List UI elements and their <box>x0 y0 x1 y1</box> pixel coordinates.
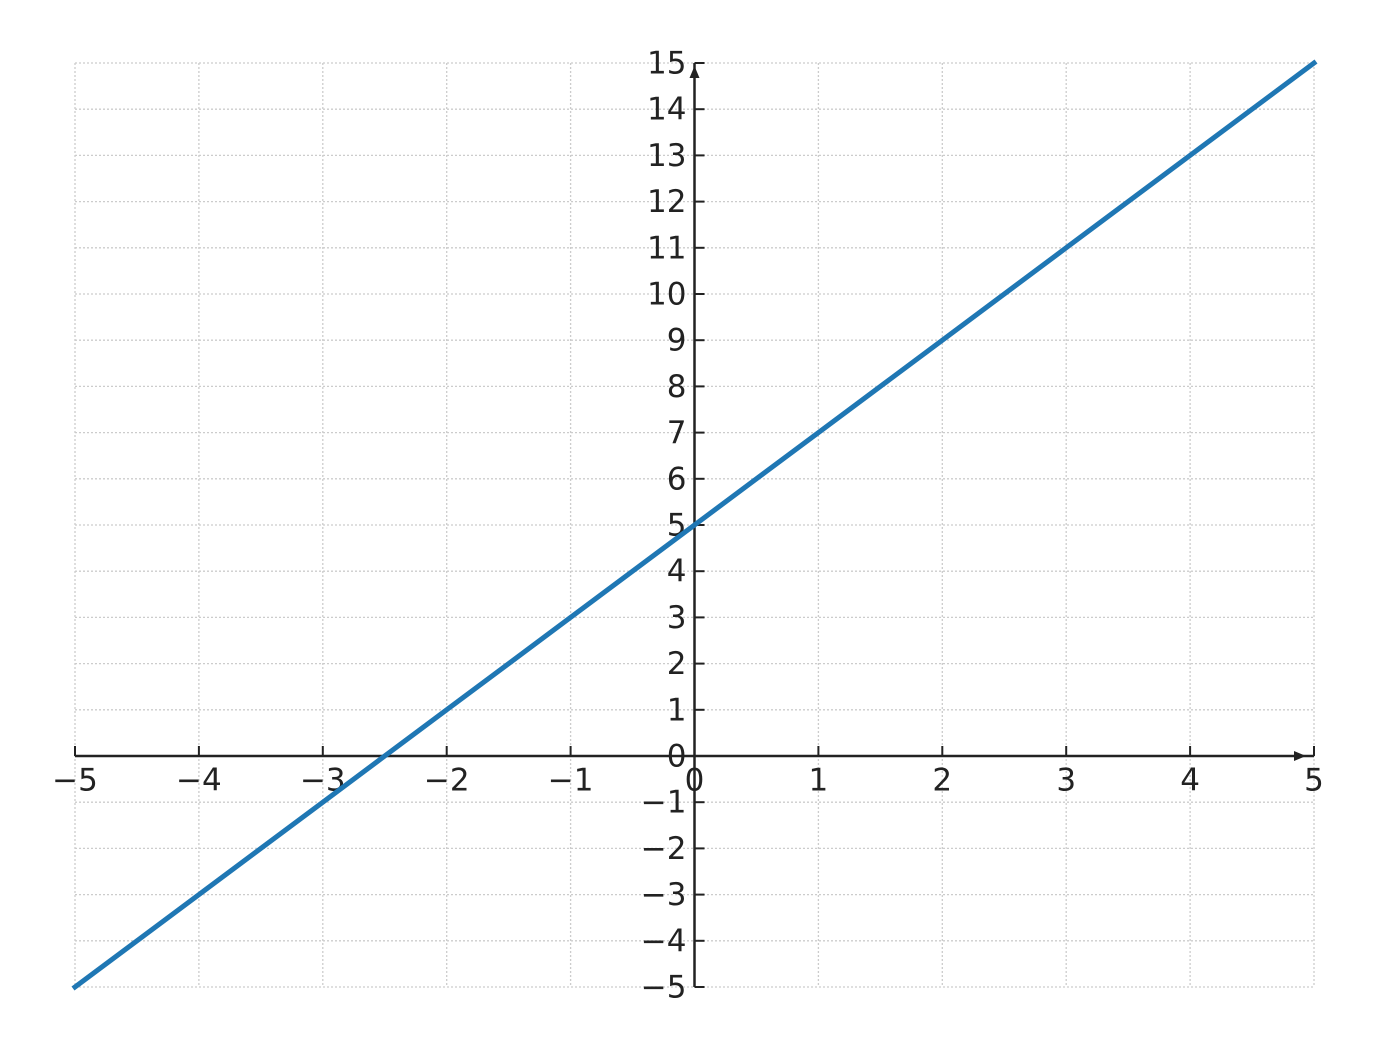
x-tick-label: −1 <box>548 763 594 799</box>
y-tick-label: 4 <box>667 554 687 590</box>
y-tick-label: 7 <box>667 415 687 451</box>
y-tick-label: 9 <box>667 323 687 359</box>
y-tick-label: −1 <box>641 785 687 821</box>
x-axis-arrow <box>1294 751 1306 761</box>
x-tick-label: 4 <box>1180 763 1200 799</box>
x-tick-label: −4 <box>176 763 222 799</box>
x-tick-label: 5 <box>1304 763 1324 799</box>
y-tick-label: 11 <box>647 230 686 266</box>
y-tick-label: 3 <box>667 600 687 636</box>
x-tick-label: −5 <box>52 763 98 799</box>
y-tick-label: −5 <box>641 970 687 1006</box>
y-axis-arrow <box>689 66 700 78</box>
y-tick-label: 10 <box>647 277 686 313</box>
y-tick-label: 6 <box>667 461 687 497</box>
x-tick-label: 0 <box>685 763 705 799</box>
y-tick-label: 14 <box>647 92 686 128</box>
x-tick-label: 2 <box>932 763 952 799</box>
y-tick-label: 2 <box>667 646 687 682</box>
data-line <box>71 59 1318 991</box>
y-tick-label: 0 <box>667 739 687 775</box>
y-tick-label: 1 <box>667 692 687 728</box>
y-tick-label: 8 <box>667 369 687 405</box>
y-tick-label: −3 <box>641 877 687 913</box>
x-tick-label: −2 <box>424 763 470 799</box>
y-tick-label: 12 <box>647 184 686 220</box>
y-tick-label: −4 <box>641 923 687 959</box>
x-tick-label: 3 <box>1056 763 1076 799</box>
x-tick-label: 1 <box>809 763 829 799</box>
y-tick-label: 13 <box>647 138 686 174</box>
y-tick-label: −2 <box>641 831 687 867</box>
y-tick-label: 15 <box>647 46 686 82</box>
